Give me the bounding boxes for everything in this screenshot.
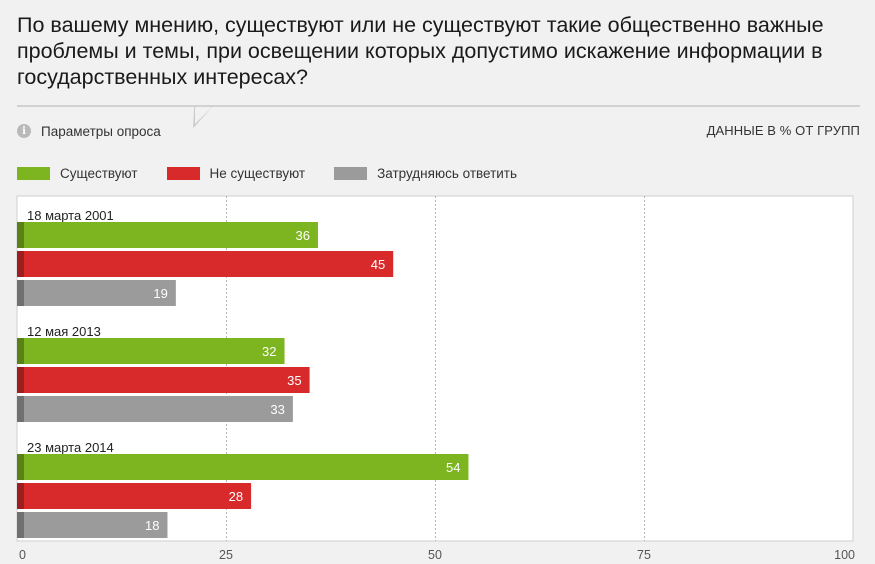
legend-label: Не существуют	[209, 165, 306, 181]
bar	[17, 512, 168, 538]
legend-item-exist[interactable]: Существуют	[17, 166, 138, 181]
chart-title: По вашему мнению, существуют или не суще…	[17, 13, 824, 89]
bar-value-label: 28	[229, 489, 243, 504]
bar-edge	[17, 483, 24, 509]
header-divider	[17, 105, 860, 129]
bar-value-label: 36	[295, 228, 309, 243]
legend-swatch-gray	[334, 166, 368, 180]
bar	[17, 251, 394, 277]
survey-parameters-label: Параметры опроса	[41, 123, 161, 139]
units-note: ДАННЫЕ В % ОТ ГРУПП	[706, 123, 860, 138]
legend-item-not-exist[interactable]: Не существуют	[166, 165, 306, 181]
bar	[17, 454, 469, 480]
bar-edge	[17, 396, 24, 422]
bar-edge	[17, 512, 24, 538]
bar-value-label: 33	[270, 402, 284, 417]
bar	[17, 222, 318, 248]
x-tick-label: 50	[428, 548, 442, 562]
bar	[17, 338, 285, 364]
bar-value-label: 19	[153, 286, 167, 301]
bar	[17, 367, 310, 393]
bar	[17, 396, 293, 422]
survey-parameters-toggle[interactable]: i Параметры опроса	[17, 121, 161, 141]
legend-swatch-red	[166, 166, 200, 180]
legend-swatch-green	[17, 166, 50, 180]
bar	[17, 483, 252, 509]
bar-edge	[17, 338, 24, 364]
group-label: 18 марта 2001	[27, 208, 114, 223]
group-label: 12 мая 2013	[27, 324, 101, 339]
legend: Существуют Не существуют Затрудняюсь отв…	[17, 164, 546, 182]
legend-item-hard-to-say[interactable]: Затрудняюсь ответить	[334, 166, 517, 181]
bar-value-label: 32	[262, 344, 276, 359]
bar-value-label: 45	[371, 257, 385, 272]
bar-edge	[17, 454, 24, 480]
bar	[17, 280, 176, 306]
legend-label: Затрудняюсь ответить	[377, 165, 518, 181]
x-tick-label: 25	[219, 548, 233, 562]
info-icon: i	[17, 124, 31, 138]
bar-edge	[17, 280, 24, 306]
x-tick-label: 75	[637, 548, 651, 562]
bar-value-label: 18	[145, 518, 159, 533]
group-label: 23 марта 2014	[27, 440, 114, 455]
x-tick-label: 100	[834, 548, 855, 562]
bar-edge	[17, 367, 24, 393]
bar-edge	[17, 251, 24, 277]
legend-label: Существуют	[60, 165, 138, 181]
bar-value-label: 35	[287, 373, 301, 388]
bar-value-label: 54	[446, 460, 460, 475]
bar-edge	[17, 222, 24, 248]
x-tick-label: 0	[19, 548, 26, 562]
